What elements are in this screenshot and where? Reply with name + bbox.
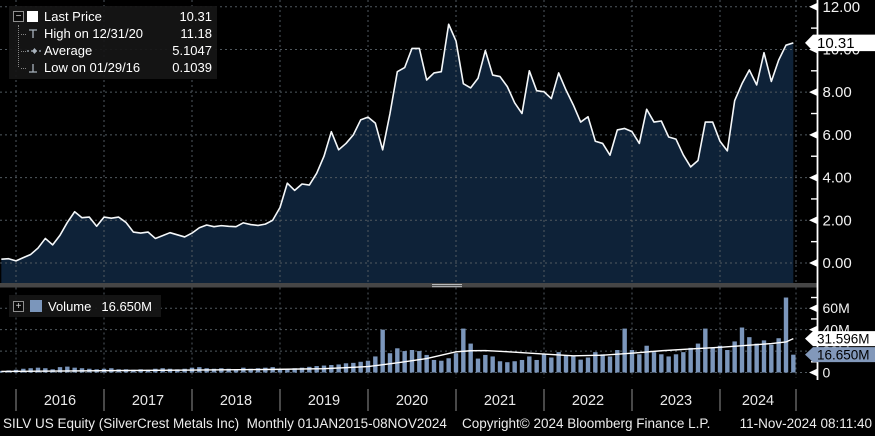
volume-current-badge: 16.650M [805,347,875,363]
legend-row-average: Average 5.1047 [13,42,212,59]
svg-text:0: 0 [823,365,831,381]
svg-text:12.00: 12.00 [823,0,861,16]
price-volume-chart[interactable]: 12.0010.008.006.004.002.000.0060M40M20M0… [0,0,875,412]
last-price-badge: 10.31 [805,34,875,52]
year-label: 2017 [132,393,164,409]
year-label: 2016 [44,393,76,409]
last-price-series-line[interactable] [1,23,794,262]
x-time-axis: 2016 2017 2018 2019 2020 2021 2022 2023 2024 [15,389,797,411]
last-price-swatch-icon [27,11,38,22]
average-label: Average [44,43,93,58]
year-label: 2023 [660,393,692,409]
low-label: Low on 01/29/16 [44,60,141,75]
volume-label: Volume [48,298,92,314]
svg-text:2.00: 2.00 [823,212,852,229]
high-value: 11.18 [180,26,212,41]
year-label: 2022 [572,393,604,409]
volume-average-line [1,338,794,373]
price-line[interactable] [1,23,794,262]
svg-text:0.00: 0.00 [823,255,852,272]
price-area-fill[interactable] [1,24,794,283]
svg-text:8.00: 8.00 [823,84,852,101]
svg-text:10.31: 10.31 [817,35,855,52]
divider-bar[interactable] [0,283,818,288]
svg-text:16.650M: 16.650M [817,348,870,363]
low-value: 0.1039 [172,60,212,75]
last-price-value: 10.31 [179,9,212,24]
right-value-axis: 12.0010.008.006.004.002.000.0060M40M20M0 [809,0,861,381]
year-label: 2020 [396,393,428,409]
legend-row-low: Low on 01/29/16 0.1039 [13,59,212,76]
svg-text:60M: 60M [823,300,850,316]
instrument-description: SILV US Equity (SilverCrest Metals Inc) … [3,416,447,431]
year-label: 2024 [742,393,774,409]
svg-text:6.00: 6.00 [823,127,852,144]
copyright-text: Copyright© 2024 Bloomberg Finance L.P. [462,416,711,431]
volume-bars[interactable] [0,297,796,373]
volume-value: 16.650M [101,298,152,314]
price-legend: − Last Price 10.31 High on 12/31/20 11.1… [9,6,217,79]
year-label: 2021 [484,393,516,409]
high-label: High on 12/31/20 [44,26,144,41]
volume-swatch-icon [30,300,42,312]
high-marker-icon [21,28,44,40]
legend-row-last-price: − Last Price 10.31 [13,8,212,25]
average-value: 5.1047 [172,43,212,58]
legend-collapse-icon[interactable]: − [13,11,24,22]
timestamp: 11-Nov-2024 08:11:40 [739,416,872,431]
year-label: 2019 [308,393,340,409]
divider-grip-icon[interactable] [432,284,462,286]
legend-row-high: High on 12/31/20 11.18 [13,25,212,42]
status-bar: SILV US Equity (SilverCrest Metals Inc) … [0,412,875,436]
legend-tree-line [18,25,19,67]
volume-average-badge: 31.596M [805,331,875,347]
volume-legend: + Volume 16.650M [9,295,161,317]
volume-expand-icon[interactable]: + [13,300,24,312]
panel-divider[interactable] [0,283,818,288]
svg-text:31.596M: 31.596M [817,332,870,347]
year-label: 2018 [220,393,252,409]
last-price-label: Last Price [44,9,102,24]
average-marker-icon [21,46,44,56]
price-area[interactable] [1,24,794,283]
low-marker-icon [21,62,44,74]
svg-text:4.00: 4.00 [823,170,852,187]
divider-grip-icon[interactable] [432,286,462,288]
